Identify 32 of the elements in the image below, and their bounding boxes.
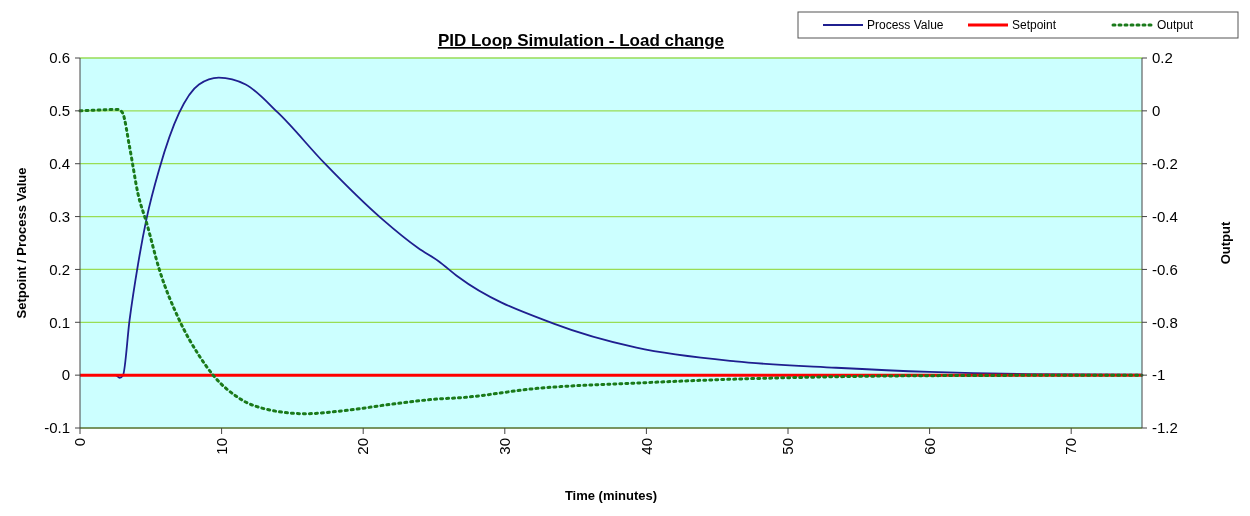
x-axis-title: Time (minutes) (564, 488, 658, 503)
y-tick-label: 0.2 (49, 260, 70, 278)
x-tick-label: 20 (354, 438, 372, 455)
x-tick-label: 60 (920, 438, 938, 455)
y2-tick-label: -0.4 (1152, 207, 1178, 225)
y2-tick-label: -0.6 (1152, 260, 1178, 278)
x-tick-label: 40 (637, 438, 655, 455)
x-tick-label: 0 (71, 438, 89, 447)
line-series (78, 108, 1144, 416)
y-tick-label: -0.1 (44, 419, 70, 437)
x-tick-label: 10 (212, 438, 230, 455)
y-axis-title: Setpoint / Process Value (14, 167, 29, 319)
y2-tick-label: 0.2 (1152, 49, 1173, 67)
y-tick-label: 0 (61, 366, 70, 384)
y2-tick-label: -0.2 (1152, 154, 1178, 172)
x-tick-label: 50 (779, 438, 797, 455)
chart-title: PID Loop Simulation - Load change (437, 31, 725, 50)
y2-axis-title: Output (1218, 221, 1233, 265)
x-tick-label: 70 (1062, 438, 1080, 455)
y-tick-label: 0.3 (49, 207, 70, 225)
y-tick-label: 0.4 (49, 154, 70, 172)
y-tick-label: 0.1 (49, 313, 70, 331)
y-tick-label: 0.5 (49, 102, 70, 120)
legend-label: Output (1157, 18, 1194, 33)
legend-label: Setpoint (1012, 18, 1057, 33)
y2-tick-label: -1.2 (1152, 419, 1178, 437)
x-tick-label: 30 (496, 438, 514, 455)
y-tick-label: 0.6 (49, 49, 70, 67)
y2-tick-label: -1 (1152, 366, 1166, 384)
legend-label: Process Value (867, 18, 944, 33)
y2-tick-label: 0 (1152, 102, 1161, 120)
y2-tick-label: -0.8 (1152, 313, 1178, 331)
